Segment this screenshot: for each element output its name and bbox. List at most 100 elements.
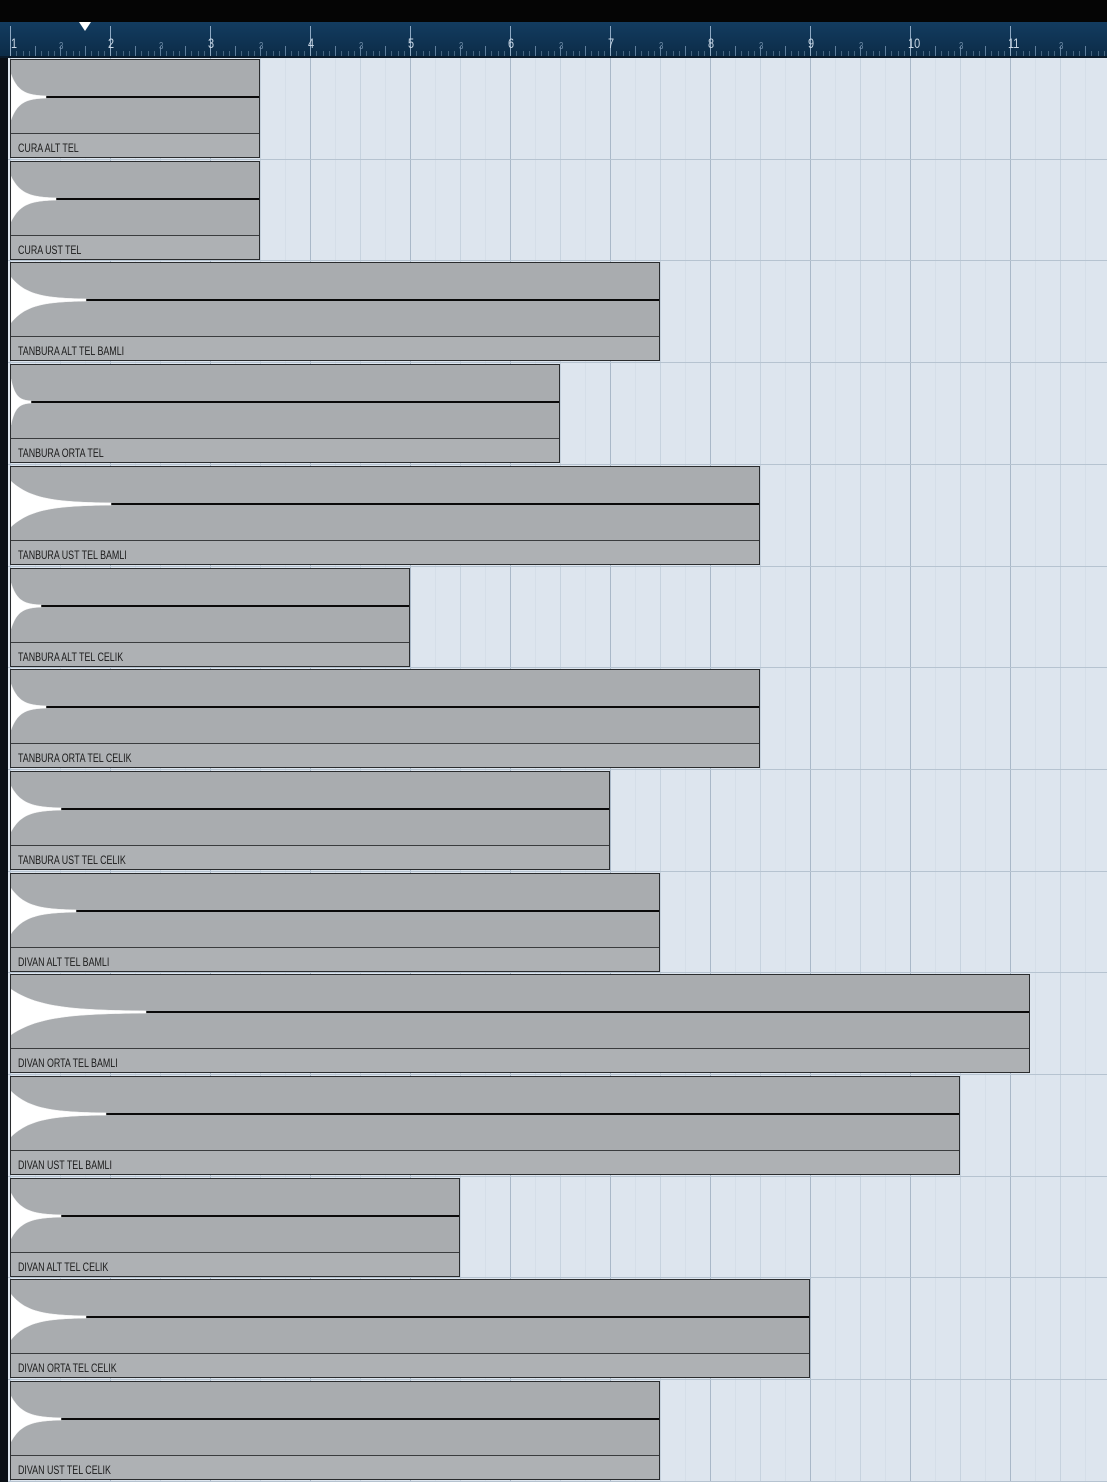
waveform-attack bbox=[11, 785, 62, 833]
ruler-bar-tick bbox=[810, 26, 811, 56]
ruler-bar-tick bbox=[10, 26, 11, 56]
audio-event[interactable]: TANBURA UST TEL BAMLI bbox=[10, 466, 760, 565]
grid-vertical-line bbox=[935, 58, 936, 1482]
ruler-bar-label: 9 bbox=[808, 35, 815, 51]
ruler-sub-tick bbox=[1104, 51, 1105, 56]
ruler-sub-tick bbox=[398, 51, 399, 56]
grid-vertical-line bbox=[960, 58, 961, 1482]
ruler-sub-tick bbox=[773, 51, 774, 56]
audio-event[interactable]: TANBURA ORTA TEL bbox=[10, 364, 560, 463]
ruler-sub-tick bbox=[429, 51, 430, 56]
ruler-sub-tick bbox=[748, 51, 749, 56]
ruler-sub-tick bbox=[479, 51, 480, 56]
track-separator-line bbox=[0, 769, 1107, 770]
grid-vertical-line bbox=[335, 58, 336, 1482]
ruler-sub-tick bbox=[241, 51, 242, 56]
ruler-sub-tick bbox=[741, 51, 742, 56]
ruler-sub-tick bbox=[366, 51, 367, 56]
ruler-sub-tick bbox=[579, 51, 580, 56]
ruler-sub-tick bbox=[523, 51, 524, 56]
ruler-sub-tick bbox=[585, 46, 586, 56]
ruler-sub-tick bbox=[504, 51, 505, 56]
grid-vertical-line bbox=[385, 58, 386, 1482]
ruler-sub-tick bbox=[129, 51, 130, 56]
ruler-sub-tick bbox=[791, 51, 792, 56]
grid-vertical-line bbox=[610, 58, 611, 1482]
arrange-grid[interactable]: CURA ALT TEL CURA UST TEL TANBURA ALT TEL … bbox=[0, 58, 1107, 1482]
ruler-sub-tick bbox=[385, 46, 386, 56]
ruler-bar-tick bbox=[910, 26, 911, 56]
waveform-attack bbox=[11, 276, 87, 324]
ruler-sub-tick bbox=[591, 51, 592, 56]
ruler-sub-tick bbox=[685, 46, 686, 56]
ruler-sub-tick bbox=[616, 51, 617, 56]
audio-event[interactable]: DIVAN ORTA TEL CELIK bbox=[10, 1279, 810, 1378]
ruler-bar-label: 4 bbox=[308, 35, 315, 51]
ruler-sub-tick bbox=[273, 51, 274, 56]
grid-vertical-line bbox=[360, 58, 361, 1482]
audio-event[interactable]: CURA ALT TEL bbox=[10, 59, 260, 158]
event-label-strip: CURA ALT TEL bbox=[11, 133, 259, 157]
ruler-sub-tick bbox=[923, 51, 924, 56]
grid-vertical-line bbox=[785, 58, 786, 1482]
ruler-sub-tick bbox=[798, 51, 799, 56]
ruler-sub-tick bbox=[673, 51, 674, 56]
audio-event[interactable]: TANBURA UST TEL CELIK bbox=[10, 771, 610, 870]
ruler-sub-tick bbox=[191, 51, 192, 56]
audio-event[interactable]: TANBURA ORTA TEL CELIK bbox=[10, 669, 760, 768]
ruler-sub-tick bbox=[935, 46, 936, 56]
grid-vertical-line bbox=[460, 58, 461, 1482]
audio-event[interactable]: DIVAN ORTA TEL BAMLI bbox=[10, 974, 1030, 1073]
ruler-bar-label: 5 bbox=[408, 35, 415, 51]
ruler-sub-tick bbox=[235, 46, 236, 56]
ruler-sub-tick bbox=[929, 51, 930, 56]
ruler-sub-tick bbox=[998, 51, 999, 56]
ruler-sub-tick bbox=[85, 46, 86, 56]
ruler-sub-tick bbox=[341, 51, 342, 56]
ruler-sub-tick bbox=[891, 51, 892, 56]
grid-vertical-line bbox=[1060, 58, 1061, 1482]
event-label-strip: CURA UST TEL bbox=[11, 235, 259, 259]
waveform bbox=[11, 670, 759, 745]
ruler-sub-tick bbox=[160, 46, 161, 56]
grid-vertical-line bbox=[710, 58, 711, 1482]
grid-vertical-line bbox=[735, 58, 736, 1482]
audio-event[interactable]: TANBURA ALT TEL CELIK bbox=[10, 568, 410, 667]
ruler-sub-tick bbox=[723, 51, 724, 56]
audio-event[interactable]: DIVAN UST TEL CELIK bbox=[10, 1381, 660, 1480]
audio-event[interactable]: CURA UST TEL bbox=[10, 161, 260, 260]
ruler-sub-tick bbox=[541, 51, 542, 56]
track-separator-line bbox=[0, 464, 1107, 465]
waveform-attack bbox=[11, 480, 112, 528]
waveform bbox=[11, 1077, 959, 1152]
ruler-beat-label: 3 bbox=[759, 41, 764, 52]
timeline-ruler[interactable]: 1 3 2 3 3 3 4 3 5 3 6 3 7 3 8 3 9 3 10 3 11 3 bbox=[0, 22, 1107, 58]
event-label-strip: TANBURA UST TEL CELIK bbox=[11, 845, 609, 869]
event-name: DIVAN ORTA TEL BAMLI bbox=[18, 1056, 118, 1070]
grid-vertical-line bbox=[310, 58, 311, 1482]
audio-event[interactable]: DIVAN ALT TEL BAMLI bbox=[10, 873, 660, 972]
waveform bbox=[11, 467, 759, 542]
audio-event[interactable]: TANBURA ALT TEL BAMLI bbox=[10, 262, 660, 361]
grid-vertical-line bbox=[260, 58, 261, 1482]
ruler-sub-tick bbox=[1085, 46, 1086, 56]
ruler-sub-tick bbox=[248, 51, 249, 56]
ruler-sub-tick bbox=[135, 46, 136, 56]
ruler-sub-tick bbox=[1073, 51, 1074, 56]
grid-vertical-line bbox=[485, 58, 486, 1482]
grid-vertical-line bbox=[1035, 58, 1036, 1482]
ruler-ticks bbox=[0, 22, 1107, 56]
ruler-bar-tick bbox=[110, 26, 111, 56]
ruler-sub-tick bbox=[335, 46, 336, 56]
ruler-sub-tick bbox=[48, 51, 49, 56]
ruler-sub-tick bbox=[198, 51, 199, 56]
grid-vertical-line bbox=[285, 58, 286, 1482]
waveform bbox=[11, 569, 409, 644]
track-separator-line bbox=[0, 972, 1107, 973]
waveform-attack bbox=[11, 583, 42, 629]
audio-event[interactable]: DIVAN ALT TEL CELIK bbox=[10, 1178, 460, 1277]
ruler-beat-label: 3 bbox=[459, 41, 464, 52]
audio-event[interactable]: DIVAN UST TEL BAMLI bbox=[10, 1076, 960, 1175]
waveform-attack bbox=[11, 1395, 62, 1443]
playhead-cursor-icon[interactable] bbox=[79, 22, 91, 31]
